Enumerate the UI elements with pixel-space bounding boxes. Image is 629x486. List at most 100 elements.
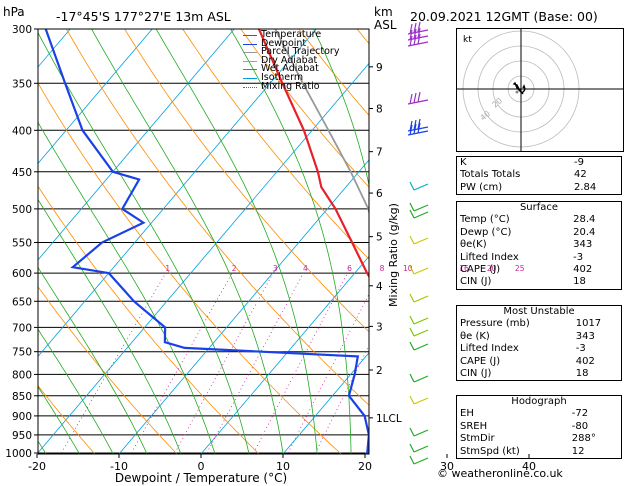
pressure-tick-label: 900: [12, 411, 32, 423]
mixing-ratio-label: 20: [487, 264, 497, 273]
legend-item: Mixing Ratio: [243, 81, 339, 92]
most-unstable-title: Most Unstable: [503, 306, 575, 317]
dry-adiabat: [38, 286, 178, 454]
mixing-ratio-label: 25: [515, 264, 525, 273]
km-tick-label: 7: [376, 147, 383, 159]
mixing-ratio-label: 3: [273, 264, 278, 273]
isotherm: [118, 159, 369, 454]
wet-adiabat: [155, 29, 318, 454]
pressure-tick-label: 500: [12, 204, 32, 216]
mixing-ratio-line: [287, 293, 369, 454]
km-tick-label: 2: [376, 365, 383, 377]
mixing-ratio-label: 2: [232, 264, 237, 273]
surface-cape-label: CAPE (J): [460, 264, 501, 276]
temp-tick-label: 30: [440, 460, 454, 473]
km-tick-label: 4: [376, 281, 383, 293]
temp-tick-label: 20: [358, 460, 372, 473]
surface-cin-value: 18: [573, 276, 586, 288]
mu-pressure-label: Pressure (mb): [460, 318, 530, 330]
wind-barb: [409, 373, 429, 383]
hpa-unit: hPa: [3, 5, 25, 19]
pressure-tick-label: 350: [12, 78, 32, 90]
isotherm: [200, 255, 369, 454]
wind-barb: [409, 265, 429, 275]
surface-cape-value: 402: [573, 264, 593, 276]
surface-temp-value: 28.4: [573, 214, 596, 226]
pressure-tick-label: 700: [12, 322, 32, 334]
mu-cin-label: CIN (J): [460, 368, 492, 380]
isotherm: [38, 62, 369, 454]
km-tick-label: 1LCL: [376, 413, 402, 425]
k-label: K: [460, 157, 467, 168]
mixing-ratio-label: 8: [380, 264, 385, 273]
mixing-ratio-label: 10: [403, 264, 413, 273]
mu-li-value: -3: [575, 343, 586, 355]
mu-pressure-value: 1017: [575, 318, 602, 330]
km-tick-label: 9: [376, 62, 383, 74]
pressure-tick-label: 850: [12, 391, 32, 403]
wind-barb: [409, 427, 429, 437]
stmdir-value: 288°: [571, 433, 596, 445]
legend-item: Wet Adiabat: [243, 64, 339, 74]
dry-adiabat: [38, 185, 260, 454]
hodograph: kt 20 40: [456, 28, 624, 152]
asl-unit: ASL: [374, 18, 397, 32]
wet-adiabat: [38, 266, 148, 454]
wind-barb: [407, 33, 429, 47]
wet-adiabat: [38, 121, 216, 454]
k-value: -9: [573, 157, 584, 168]
pressure-tick-label: 650: [12, 296, 32, 308]
km-tick-label: 8: [376, 104, 383, 116]
wet-adiabat: [38, 31, 250, 454]
surface-title: Surface: [519, 202, 559, 213]
hodo-ring-label: 40: [479, 109, 493, 122]
dry-adiabat: [240, 29, 369, 188]
mixing-ratio-label: 4: [303, 264, 308, 273]
datetime-title: 20.09.2021 12GMT (Base: 00): [410, 9, 598, 24]
mu-theta-value: 343: [575, 330, 595, 342]
hodograph-unit: kt: [463, 35, 472, 45]
dry-adiabat: [38, 385, 96, 454]
most-unstable-table: Most Unstable Pressure (mb) 1017 θe (K) 34…: [456, 305, 622, 382]
legend-item: Parcel Trajectory: [243, 47, 339, 57]
mixing-ratio-label: 1: [165, 264, 170, 273]
pw-value: 2.84: [573, 181, 597, 193]
wind-barb: [409, 202, 429, 212]
dry-adiabat: [182, 29, 369, 260]
pressure-tick-label: 800: [12, 369, 32, 381]
legend-item: Temperature: [243, 30, 339, 40]
pressure-tick-label: 750: [12, 347, 32, 359]
temp-tick-label: 10: [276, 460, 290, 473]
surface-theta-value: 343: [573, 239, 593, 251]
legend-item: Dry Adiabat: [243, 56, 339, 66]
hodo-ring-label: 20: [491, 96, 505, 109]
stmspd-value: 12: [571, 445, 585, 457]
wind-barbs: [407, 21, 429, 465]
wet-adiabat: [91, 29, 284, 454]
wind-barb: [407, 122, 429, 136]
surface-table: Surface Temp (°C) 28.4 Dewp (°C) 20.4 θe(K…: [456, 201, 622, 290]
temp-tick-label: -20: [28, 460, 46, 473]
km-tick-label: 5: [376, 232, 383, 244]
wet-adiabat: [230, 29, 352, 454]
mixing-ratio-line: [253, 272, 348, 454]
wind-barb: [409, 315, 429, 325]
mu-theta-label: θe (K): [460, 330, 490, 342]
mixing-ratio-line: [61, 272, 167, 454]
wet-adiabat: [38, 385, 81, 454]
hodograph-plot: kt 20 40: [457, 29, 623, 151]
km-tick-label: 6: [376, 188, 383, 200]
wind-barb: [409, 327, 429, 337]
tt-value: 42: [573, 169, 587, 181]
indices-table: K -9 Totals Totals 42 PW (cm) 2.84: [456, 156, 622, 196]
wind-barb: [409, 209, 429, 219]
legend-item: Dewpoint: [243, 38, 339, 49]
wind-barb: [409, 341, 429, 351]
series-line: [257, 29, 369, 357]
isotherm: [38, 29, 317, 357]
mixing-ratio-line: [174, 272, 274, 454]
wind-barb: [409, 395, 429, 405]
temp-tick-label: -10: [110, 460, 128, 473]
series-line: [44, 29, 369, 454]
stmdir-label: StmDir: [460, 433, 495, 445]
